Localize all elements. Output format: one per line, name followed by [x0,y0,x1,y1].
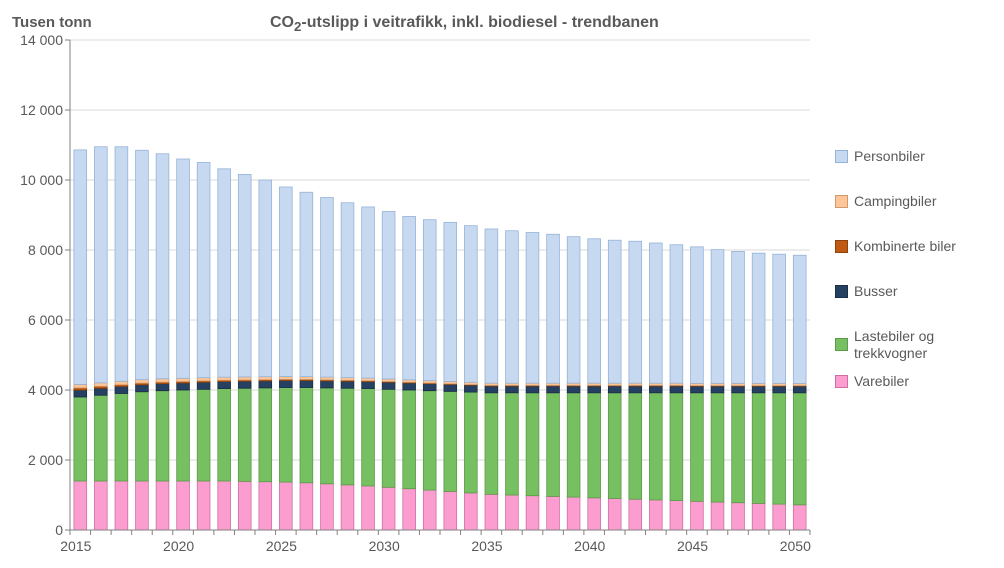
legend-item: Lastebiler og trekkvogner [835,328,995,362]
x-tick-label: 2020 [163,538,194,554]
legend-swatch [835,285,848,298]
y-tick-label: 0 [8,522,63,538]
legend-swatch [835,150,848,163]
legend-swatch [835,195,848,208]
y-tick-label: 4 000 [8,382,63,398]
x-tick-label: 2035 [471,538,502,554]
legend-swatch [835,375,848,388]
legend-label: Personbiler [854,148,925,165]
legend-item: Kombinerte biler [835,238,995,255]
legend-label: Varebiler [854,373,909,390]
chart-container: Tusen tonn CO2-utslipp i veitrafikk, ink… [0,0,1004,568]
legend-label: Kombinerte biler [854,238,956,255]
y-tick-label: 2 000 [8,452,63,468]
legend-item: Busser [835,283,995,300]
plot-area-svg [70,40,810,530]
legend-swatch [835,338,848,351]
title-suffix: -utslipp i veitrafikk, inkl. biodiesel -… [301,14,658,31]
legend-item: Personbiler [835,148,995,165]
chart-title: CO2-utslipp i veitrafikk, inkl. biodiese… [270,14,659,34]
legend-item: Varebiler [835,373,995,390]
y-tick-label: 14 000 [8,32,63,48]
legend-swatch [835,240,848,253]
x-tick-label: 2025 [266,538,297,554]
y-tick-label: 12 000 [8,102,63,118]
y-tick-label: 6 000 [8,312,63,328]
legend-label: Lastebiler og trekkvogner [854,328,995,362]
legend-label: Busser [854,283,898,300]
y-tick-label: 10 000 [8,172,63,188]
y-axis-title: Tusen tonn [12,14,92,31]
y-tick-label: 8 000 [8,242,63,258]
x-tick-label: 2045 [677,538,708,554]
title-prefix: CO [270,14,294,31]
legend-item: Campingbiler [835,193,995,210]
x-tick-label: 2015 [60,538,91,554]
x-tick-label: 2040 [574,538,605,554]
legend-label: Campingbiler [854,193,936,210]
x-tick-label: 2030 [369,538,400,554]
x-tick-label: 2050 [780,538,811,554]
